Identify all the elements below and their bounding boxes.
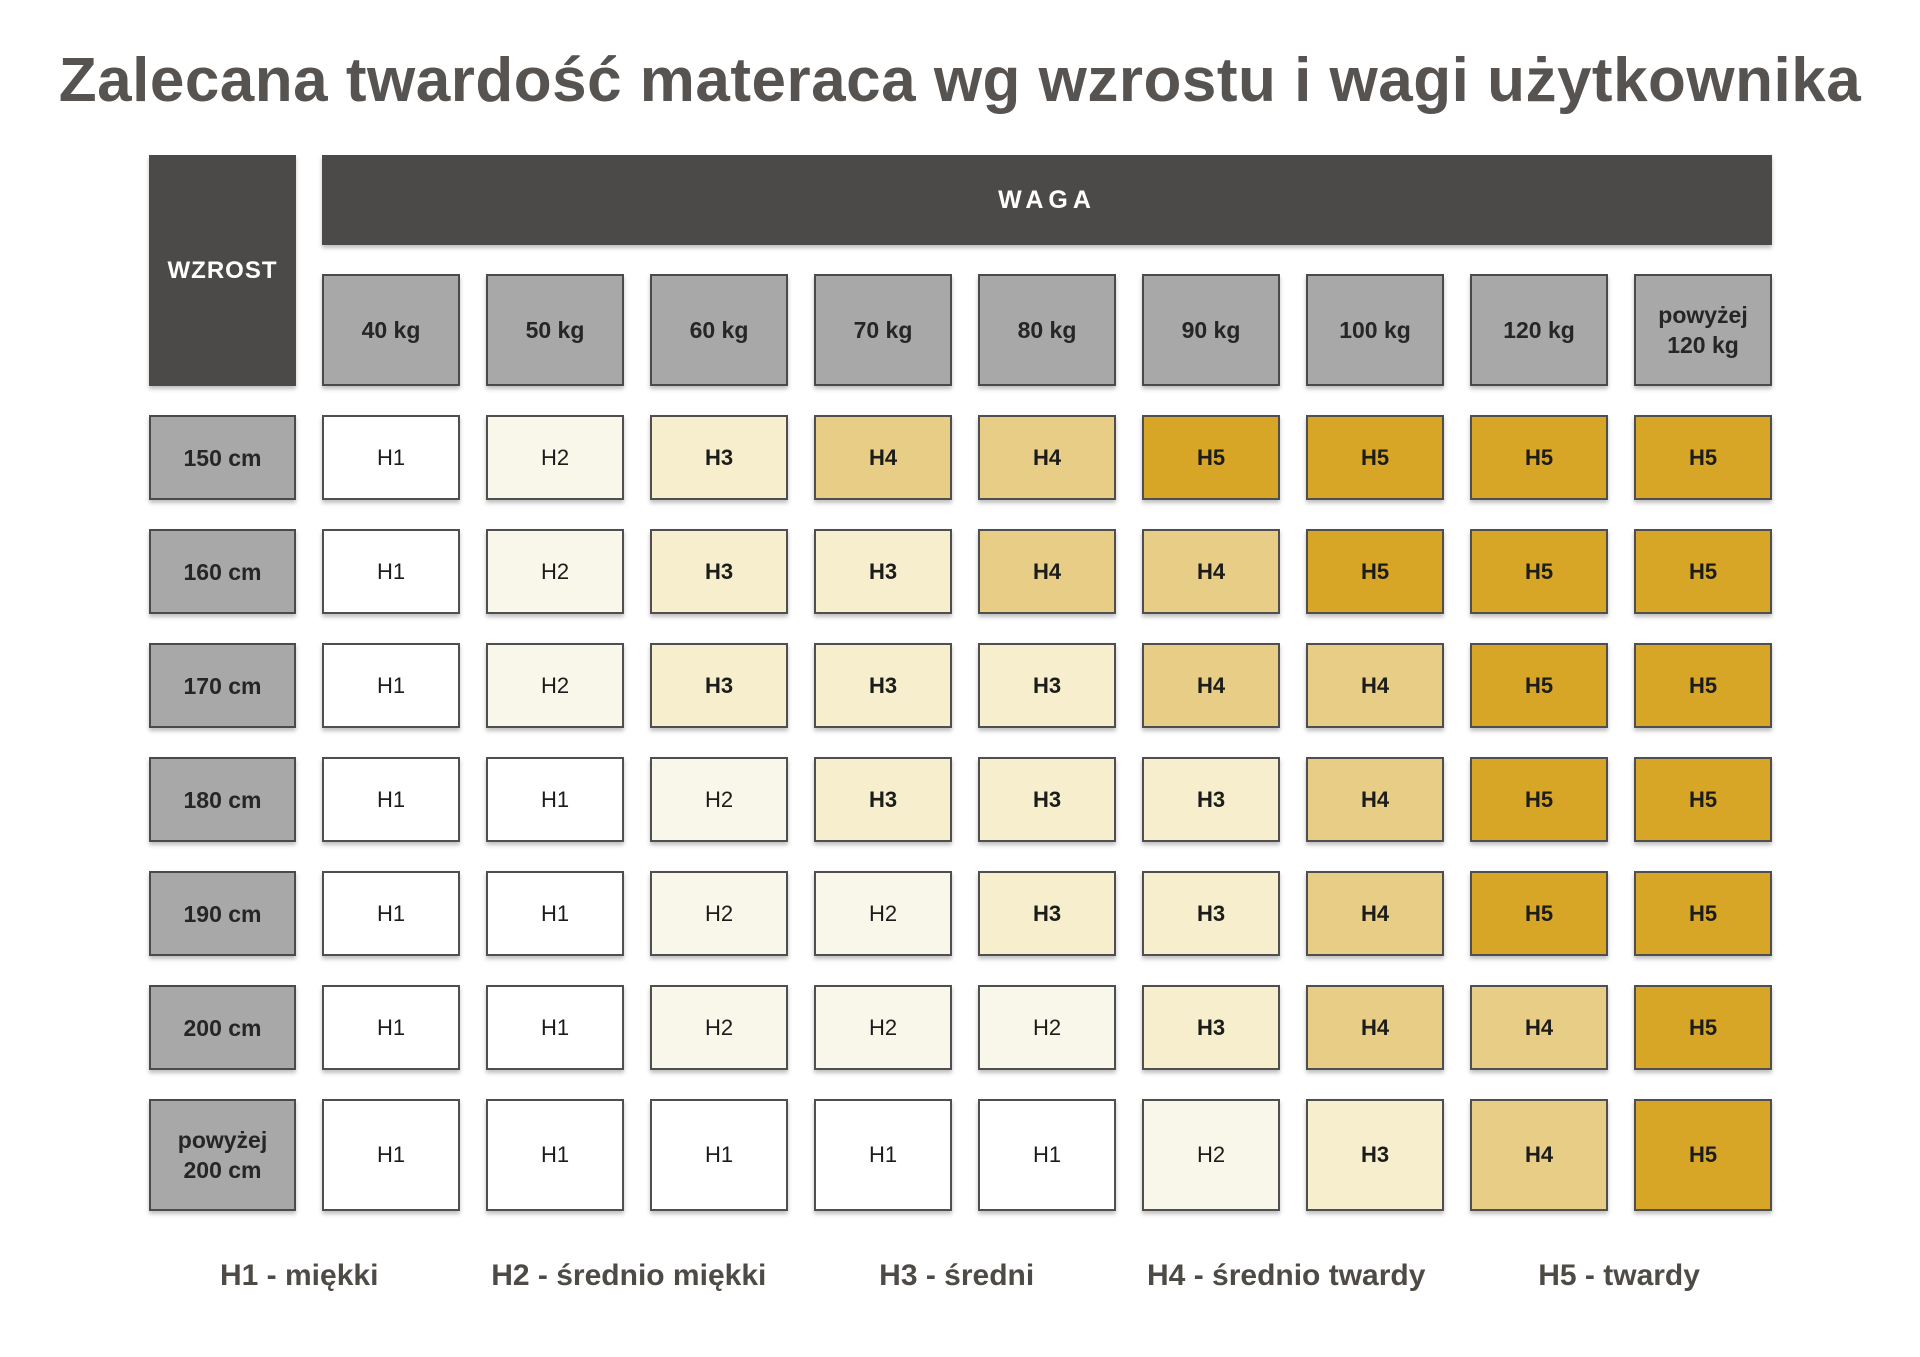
weight-header-120-kg: 120 kg	[1470, 274, 1608, 386]
firmness-cell-r3-c7: H4	[1306, 643, 1444, 728]
height-header-powyżej-200-cm: powyżej 200 cm	[149, 1099, 296, 1211]
firmness-cell-r2-c7: H5	[1306, 529, 1444, 614]
legend-item-h5: H5 - twardy	[1538, 1259, 1700, 1292]
firmness-cell-r1-c2: H2	[486, 415, 624, 500]
firmness-cell-r5-c8: H5	[1470, 871, 1608, 956]
firmness-cell-r2-c5: H4	[978, 529, 1116, 614]
weight-header-70-kg: 70 kg	[814, 274, 952, 386]
firmness-cell-r1-c8: H5	[1470, 415, 1608, 500]
firmness-cell-r2-c2: H2	[486, 529, 624, 614]
weight-header-90-kg: 90 kg	[1142, 274, 1280, 386]
page-title: Zalecana twardość materaca wg wzrostu i …	[58, 46, 1862, 115]
height-header-160-cm: 160 cm	[149, 529, 296, 614]
firmness-cell-r6-c9: H5	[1634, 985, 1772, 1070]
height-header-150-cm: 150 cm	[149, 415, 296, 500]
firmness-cell-r7-c2: H1	[486, 1099, 624, 1211]
weight-header-100-kg: 100 kg	[1306, 274, 1444, 386]
firmness-cell-r1-c9: H5	[1634, 415, 1772, 500]
firmness-cell-r2-c8: H5	[1470, 529, 1608, 614]
firmness-cell-r7-c1: H1	[322, 1099, 460, 1211]
firmness-cell-r5-c3: H2	[650, 871, 788, 956]
firmness-cell-r6-c5: H2	[978, 985, 1116, 1070]
height-header-190-cm: 190 cm	[149, 871, 296, 956]
firmness-cell-r4-c2: H1	[486, 757, 624, 842]
weight-header-50-kg: 50 kg	[486, 274, 624, 386]
height-header-180-cm: 180 cm	[149, 757, 296, 842]
legend-item-h4: H4 - średnio twardy	[1147, 1259, 1426, 1292]
firmness-cell-r5-c4: H2	[814, 871, 952, 956]
firmness-cell-r6-c1: H1	[322, 985, 460, 1070]
legend-item-h3: H3 - średni	[879, 1259, 1035, 1292]
firmness-cell-r4-c9: H5	[1634, 757, 1772, 842]
firmness-table: WZROST WAGA 40 kg 50 kg 60 kg 70 kg 80 kg 90 …	[149, 155, 1772, 1211]
firmness-cell-r6-c4: H2	[814, 985, 952, 1070]
weight-axis-header: WAGA	[322, 155, 1772, 245]
firmness-cell-r5-c9: H5	[1634, 871, 1772, 956]
weight-header-60-kg: 60 kg	[650, 274, 788, 386]
firmness-cell-r1-c6: H5	[1142, 415, 1280, 500]
firmness-cell-r3-c5: H3	[978, 643, 1116, 728]
firmness-cell-r1-c4: H4	[814, 415, 952, 500]
firmness-cell-r3-c8: H5	[1470, 643, 1608, 728]
firmness-cell-r5-c5: H3	[978, 871, 1116, 956]
firmness-cell-r3-c9: H5	[1634, 643, 1772, 728]
firmness-cell-r5-c1: H1	[322, 871, 460, 956]
firmness-cell-r4-c1: H1	[322, 757, 460, 842]
legend-item-h2: H2 - średnio miękki	[491, 1259, 767, 1292]
firmness-cell-r1-c7: H5	[1306, 415, 1444, 500]
firmness-cell-r3-c6: H4	[1142, 643, 1280, 728]
firmness-cell-r7-c9: H5	[1634, 1099, 1772, 1211]
firmness-cell-r4-c6: H3	[1142, 757, 1280, 842]
height-header-170-cm: 170 cm	[149, 643, 296, 728]
firmness-cell-r2-c3: H3	[650, 529, 788, 614]
firmness-cell-r4-c5: H3	[978, 757, 1116, 842]
firmness-cell-r4-c7: H4	[1306, 757, 1444, 842]
firmness-cell-r7-c7: H3	[1306, 1099, 1444, 1211]
legend-item-h1: H1 - miękki	[220, 1259, 379, 1292]
firmness-cell-r2-c1: H1	[322, 529, 460, 614]
firmness-cell-r3-c1: H1	[322, 643, 460, 728]
firmness-cell-r6-c6: H3	[1142, 985, 1280, 1070]
height-axis-header: WZROST	[149, 155, 296, 386]
firmness-cell-r2-c4: H3	[814, 529, 952, 614]
firmness-cell-r5-c7: H4	[1306, 871, 1444, 956]
firmness-cell-r3-c4: H3	[814, 643, 952, 728]
firmness-cell-r5-c2: H1	[486, 871, 624, 956]
height-header-200-cm: 200 cm	[149, 985, 296, 1070]
firmness-cell-r1-c1: H1	[322, 415, 460, 500]
firmness-cell-r7-c5: H1	[978, 1099, 1116, 1211]
legend: H1 - miękki H2 - średnio miękki H3 - śre…	[220, 1259, 1700, 1293]
firmness-cell-r4-c4: H3	[814, 757, 952, 842]
firmness-cell-r6-c8: H4	[1470, 985, 1608, 1070]
weight-header-powyżej-120-kg: powyżej 120 kg	[1634, 274, 1772, 386]
firmness-cell-r3-c2: H2	[486, 643, 624, 728]
firmness-cell-r4-c3: H2	[650, 757, 788, 842]
weight-header-40-kg: 40 kg	[322, 274, 460, 386]
firmness-cell-r7-c3: H1	[650, 1099, 788, 1211]
firmness-cell-r6-c7: H4	[1306, 985, 1444, 1070]
firmness-cell-r7-c4: H1	[814, 1099, 952, 1211]
firmness-cell-r5-c6: H3	[1142, 871, 1280, 956]
firmness-cell-r3-c3: H3	[650, 643, 788, 728]
firmness-cell-r1-c3: H3	[650, 415, 788, 500]
firmness-cell-r7-c8: H4	[1470, 1099, 1608, 1211]
firmness-cell-r2-c6: H4	[1142, 529, 1280, 614]
firmness-cell-r6-c2: H1	[486, 985, 624, 1070]
firmness-cell-r4-c8: H5	[1470, 757, 1608, 842]
weight-header-80-kg: 80 kg	[978, 274, 1116, 386]
firmness-cell-r2-c9: H5	[1634, 529, 1772, 614]
firmness-cell-r7-c6: H2	[1142, 1099, 1280, 1211]
firmness-cell-r1-c5: H4	[978, 415, 1116, 500]
firmness-cell-r6-c3: H2	[650, 985, 788, 1070]
